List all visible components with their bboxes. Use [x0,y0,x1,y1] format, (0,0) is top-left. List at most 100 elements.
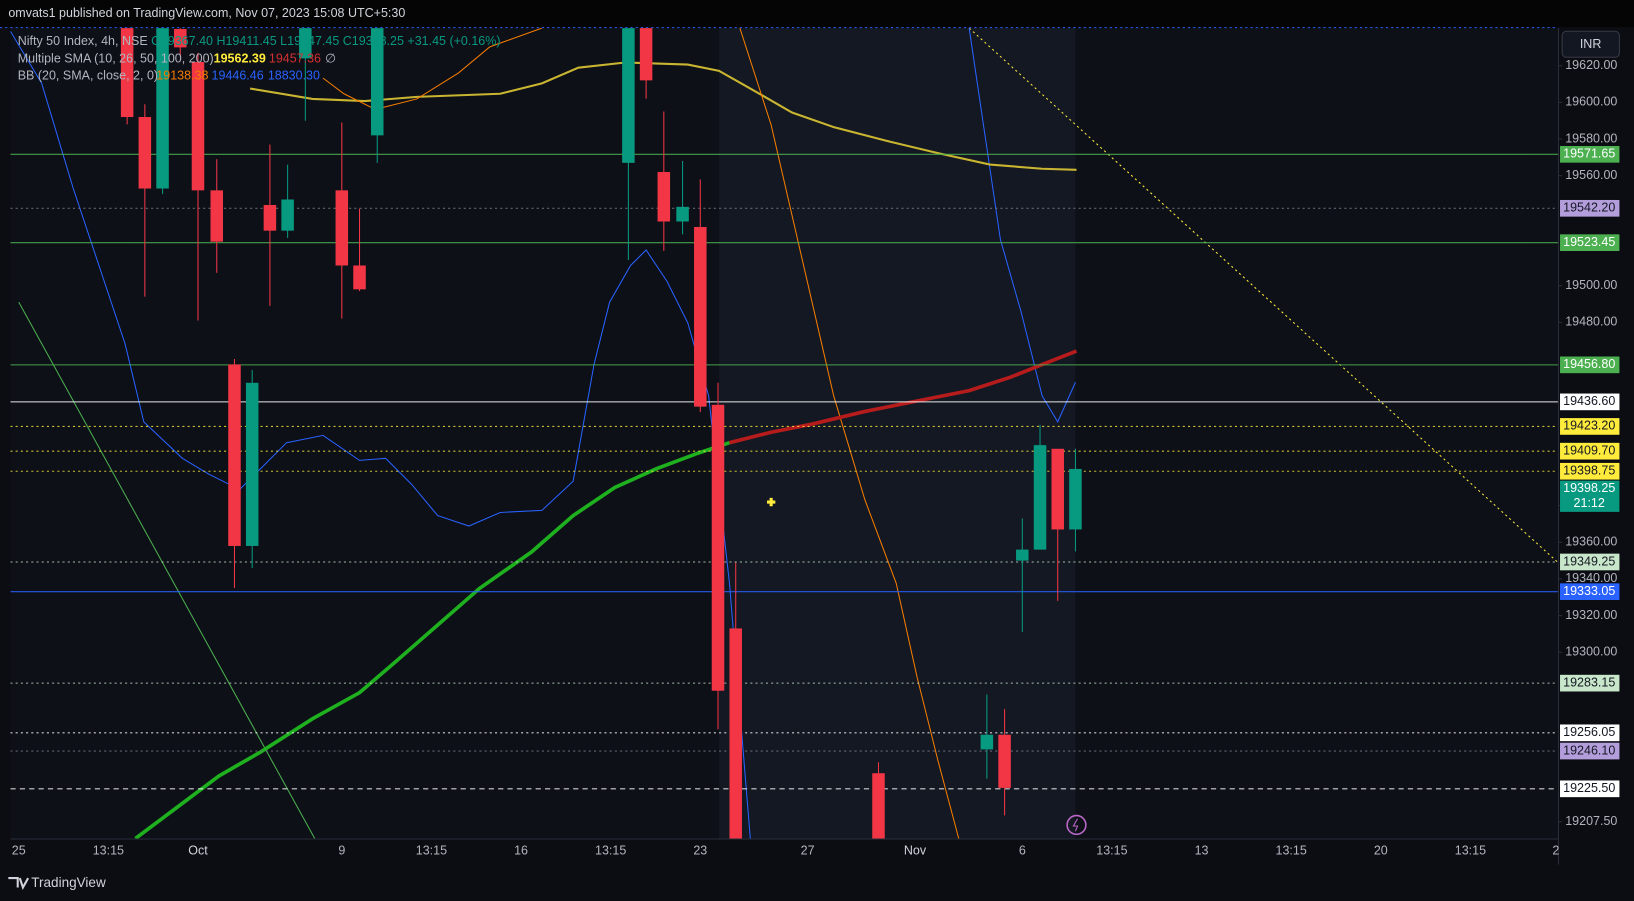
legend-bb: BB (20, SMA, close, 2, 0) [18,68,158,82]
price-label: 19333.05 [1563,584,1615,598]
candle-body [245,382,259,546]
bb-basis [322,28,543,110]
candle-body [998,734,1011,788]
x-tick-label: 20 [1374,843,1388,857]
price-label: 19523.45 [1563,235,1615,249]
legend-value: 19446.46 [212,68,264,82]
candle-body [676,206,689,222]
price-label: 19409.70 [1563,443,1615,457]
x-tick-label: 16 [514,843,528,857]
publisher: omvats1 published on TradingView.com, No… [8,6,405,20]
x-tick-label: 25 [12,843,26,857]
sma-line [249,61,1077,171]
sma-line [134,440,731,839]
candle-body [729,628,742,839]
legend-value: 19138.38 [156,68,208,82]
price-label: 19423.20 [1563,419,1615,433]
legend-value: ∅ [325,52,336,66]
price-label: 19398.25 [1563,481,1615,495]
candle-body [1016,549,1029,561]
drawings [10,28,1558,839]
candle-body [299,28,312,59]
price-label: 19398.75 [1563,464,1615,478]
candle-body [711,404,725,691]
crosshair [766,497,776,507]
price-label-box [1560,583,1620,601]
candle-body [138,117,152,189]
legend-value: 19562.39 [214,52,266,66]
candle-body [1051,448,1064,530]
bb-basis [739,28,960,839]
price-label: 19256.05 [1563,725,1615,739]
sma-line [729,349,1078,445]
candle-body [335,190,349,266]
y-tick-label: 19300.00 [1565,645,1617,659]
x-tick-label: 9 [338,843,345,857]
candle-body [872,773,885,839]
trend-line [968,28,1558,563]
legend-ohlc: O19367.40 H19411.45 L19347.45 C19398.25 … [151,34,500,48]
candle-body [1033,445,1047,550]
y-tick-label: 19580.00 [1565,131,1617,145]
time-axis: 25 13:15 Oct 9 13:15 16 13:15 23 27 Nov 6 13:15 13 13… [12,843,1560,857]
price-label-box [1560,442,1620,460]
candle-body [281,199,294,231]
candle-body [657,172,671,222]
legend-value: 19457.36 [269,52,321,66]
candle-body [1069,468,1082,530]
price-label: 19246.10 [1563,743,1615,757]
price-label: 19456.80 [1563,357,1615,371]
candle-body [639,28,653,81]
currency: INR [1580,37,1602,51]
price-label: 21:12 [1574,496,1605,510]
price-label-box [1560,553,1620,571]
candle-body [174,29,187,48]
price-label: 19283.15 [1563,675,1615,689]
x-tick-label: 13:15 [1276,843,1307,857]
y-tick-label: 19207.50 [1565,814,1617,828]
x-tick-label: 13:15 [93,843,124,857]
top-bar [0,0,1634,28]
x-tick-label: 13 [1195,843,1209,857]
x-tick-label: 13:15 [1455,843,1486,857]
price-lines [10,153,1558,790]
price-label: 19436.60 [1563,394,1615,408]
legend-sma: Multiple SMA (10, 26, 50, 100, 200) [18,52,214,66]
candle-body [980,734,994,750]
price-label: 19542.20 [1563,201,1615,215]
price-label-box [1560,462,1620,480]
candle-body [263,205,277,231]
price-label-box [1560,234,1620,252]
y-tick-label: 19560.00 [1565,168,1617,182]
candle-body [353,265,366,290]
candle-body [622,28,635,163]
candle-body [156,28,169,189]
currency-button[interactable] [1561,30,1620,58]
price-label-box [1560,145,1620,163]
y-tick-label: 19360.00 [1565,535,1617,549]
range-highlight [719,28,1076,839]
y-tick-label: 19620.00 [1565,58,1617,72]
bb-band [968,28,1076,423]
y-tick-label: 19340.00 [1565,571,1617,585]
x-tick-label: 27 [801,843,815,857]
price-label: 19571.65 [1563,147,1615,161]
price-label-box [1560,724,1620,742]
price-label-box [1560,480,1620,512]
bb-lower [10,30,751,839]
y-tick-label: 19320.00 [1565,608,1617,622]
legend-value: 18830.30 [268,68,320,82]
alert-icon[interactable] [1066,814,1087,836]
price-label-box [1560,199,1620,217]
candle-body [694,227,707,407]
x-tick-label: 23 [693,843,707,857]
price-label: 19349.25 [1563,554,1615,568]
x-tick-label: 6 [1019,843,1026,857]
legend-symbol: Nifty 50 Index, 4h, NSE [18,34,148,48]
y-tick-label: 19480.00 [1565,315,1617,329]
candle-body [228,364,241,546]
brand: TradingView [31,875,106,890]
brand-logo [8,877,30,891]
